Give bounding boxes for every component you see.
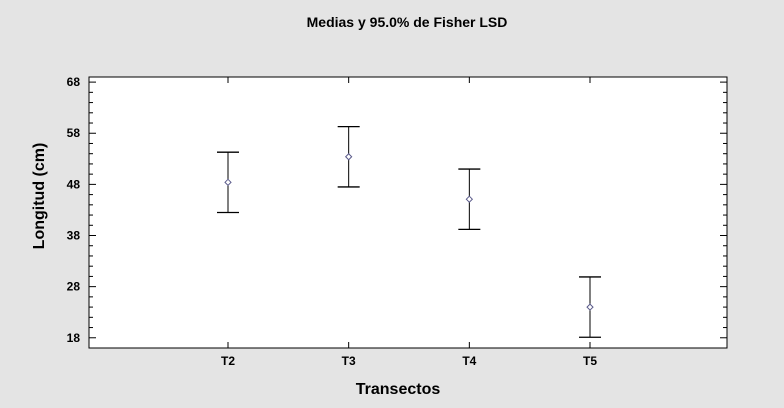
error-bar-t4 [458, 168, 481, 231]
mean-marker [465, 195, 474, 203]
y-tick-label: 68 [67, 75, 81, 89]
x-tick-label: T3 [342, 354, 356, 368]
y-tick-label: 58 [67, 126, 81, 140]
x-tick-label: T2 [221, 354, 235, 368]
y-tick-label: 38 [67, 229, 81, 243]
mean-marker [344, 153, 353, 161]
mean-marker [224, 178, 232, 187]
x-tick-label: T4 [462, 354, 476, 368]
y-tick-label: 48 [67, 177, 81, 191]
x-axis-ticks: T2 T3 T4 T5 [221, 77, 597, 368]
y-axis-label: Longitud (cm) [31, 143, 48, 250]
y-axis-ticks: 18 28 38 48 58 68 [67, 75, 727, 349]
error-bar-t3 [337, 125, 360, 188]
error-bar-series [217, 125, 602, 338]
error-bar-t5 [579, 276, 602, 338]
x-tick-label: T5 [583, 354, 597, 368]
x-axis-label: Transectos [356, 381, 441, 398]
y-tick-label: 28 [67, 280, 81, 294]
y-tick-label: 18 [67, 331, 81, 345]
error-bar-t2 [217, 151, 239, 214]
chart-title: Medias y 95.0% de Fisher LSD [307, 14, 508, 30]
mean-marker [586, 303, 594, 311]
plot-area [88, 76, 728, 349]
